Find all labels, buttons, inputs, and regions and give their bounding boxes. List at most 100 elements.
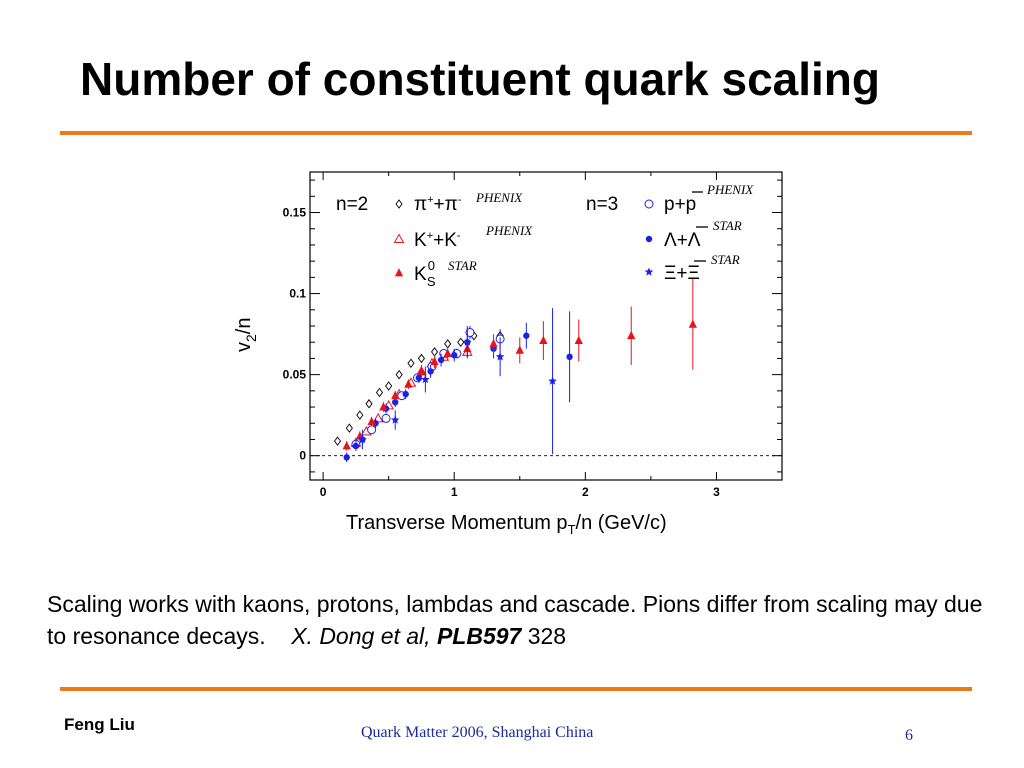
legend-symbol (644, 199, 654, 209)
chart: 0 1 2 3 0 0.05 0.1 0.15 Transverse Momentum pT/… (233, 171, 783, 537)
legend-symbol (395, 199, 403, 209)
data-point (421, 374, 430, 384)
data-point (627, 330, 636, 340)
footer-venue: Quark Matter 2006, Shanghai China (361, 724, 594, 741)
legend-group-n3: n=3 (586, 194, 618, 215)
caption-citation: X. Dong et al, (291, 623, 431, 649)
legend-source-lambdas: STAR (713, 218, 742, 233)
data-point (437, 356, 445, 364)
caption-text: Scaling works with kaons, protons, lambd… (47, 591, 983, 649)
data-point (444, 339, 452, 349)
data-point (463, 337, 472, 346)
data-point (465, 327, 475, 337)
data-point (381, 413, 391, 423)
footer-author: Feng Liu (64, 715, 135, 734)
data-point (404, 379, 413, 388)
data-point (457, 337, 465, 347)
series-0 (333, 330, 504, 446)
y-tick-label: 0 (299, 449, 306, 463)
legend-source-pions: PHENIX (475, 190, 523, 205)
data-point (515, 345, 524, 354)
data-point (548, 376, 557, 385)
caption-page: 328 (527, 623, 567, 649)
data-point (352, 442, 360, 450)
data-point (566, 353, 573, 360)
y-tick-label: 0.15 (283, 206, 307, 220)
data-point (333, 436, 342, 446)
legend: n=2 n=3 π++π- PHENIX K++K- PHENIX K0 S ST… (336, 182, 754, 289)
x-tick-label: 0 (320, 485, 327, 499)
legend-source-protons: PHENIX (706, 182, 754, 197)
data-point (489, 338, 498, 348)
slide-caption: Scaling works with kaons, protons, lambd… (47, 588, 1007, 652)
data-point (390, 415, 400, 424)
data-point (523, 332, 530, 339)
x-tick-label: 3 (713, 485, 720, 499)
legend-label-lambdas: Λ+Λ (664, 230, 701, 251)
series-5 (358, 308, 557, 455)
legend-marker-cascades (644, 267, 654, 276)
legend-symbol (644, 267, 654, 276)
legend-symbol (645, 235, 653, 243)
data-point (375, 387, 384, 398)
data-point (427, 368, 434, 375)
data-point (345, 423, 353, 433)
legend-source-kaons: PHENIX (485, 223, 533, 238)
legend-label-pions: π++π- (414, 194, 462, 215)
data-point (342, 441, 351, 450)
caption-journal: PLB597 (436, 623, 522, 649)
legend-marker-kaons (393, 233, 405, 243)
data-point (430, 356, 439, 366)
data-point (391, 390, 400, 400)
data-point (539, 335, 548, 344)
data-point (365, 399, 373, 409)
slide-title: Number of constituent quark scaling (80, 53, 880, 105)
data-point (367, 416, 376, 426)
data-point (367, 425, 377, 435)
legend-source-k0s: STAR (448, 258, 477, 273)
legend-label-k0s: K0 S (414, 258, 436, 289)
y-tick-label: 0.05 (283, 368, 307, 382)
data-point (443, 348, 452, 357)
data-point (379, 402, 388, 411)
data-point (407, 358, 415, 369)
series-4 (343, 311, 573, 463)
page-number: 6 (905, 727, 913, 744)
legend-marker-lambdas (645, 235, 653, 243)
data-point (417, 366, 426, 375)
data-point (402, 390, 409, 398)
legend-symbol (393, 233, 405, 243)
data-point (356, 410, 364, 420)
data-point (395, 369, 403, 380)
plot-frame (309, 171, 783, 481)
data-point (430, 347, 439, 357)
y-tick-label: 0.1 (289, 287, 306, 301)
legend-marker-k0s (394, 268, 404, 277)
legend-label-protons: p+p (664, 194, 696, 215)
data-point (688, 319, 697, 328)
legend-marker-pions (395, 199, 403, 209)
data-point (574, 335, 583, 344)
x-tick-label: 1 (451, 485, 458, 499)
bottom-divider (60, 687, 972, 691)
data-point (358, 434, 367, 444)
series-2 (342, 278, 697, 451)
data-point (385, 381, 393, 391)
legend-group-n2: n=2 (336, 194, 368, 215)
data-point (451, 351, 458, 359)
data-point (343, 454, 350, 461)
series-3 (351, 326, 505, 449)
top-divider (60, 131, 972, 135)
legend-label-cascades: Ξ+Ξ (664, 263, 700, 284)
data-point (392, 398, 399, 406)
legend-label-kaons: K++K- (414, 230, 461, 251)
x-axis-label: Transverse Momentum pT/n (GeV/c) (346, 512, 667, 537)
legend-source-cascades: STAR (711, 252, 740, 267)
y-axis-label: v2/n (233, 318, 259, 352)
data-point (495, 352, 505, 361)
legend-symbol (394, 268, 404, 277)
legend-marker-protons (644, 199, 654, 209)
data-point (417, 353, 426, 364)
data-point (415, 374, 423, 382)
x-tick-label: 2 (582, 485, 589, 499)
